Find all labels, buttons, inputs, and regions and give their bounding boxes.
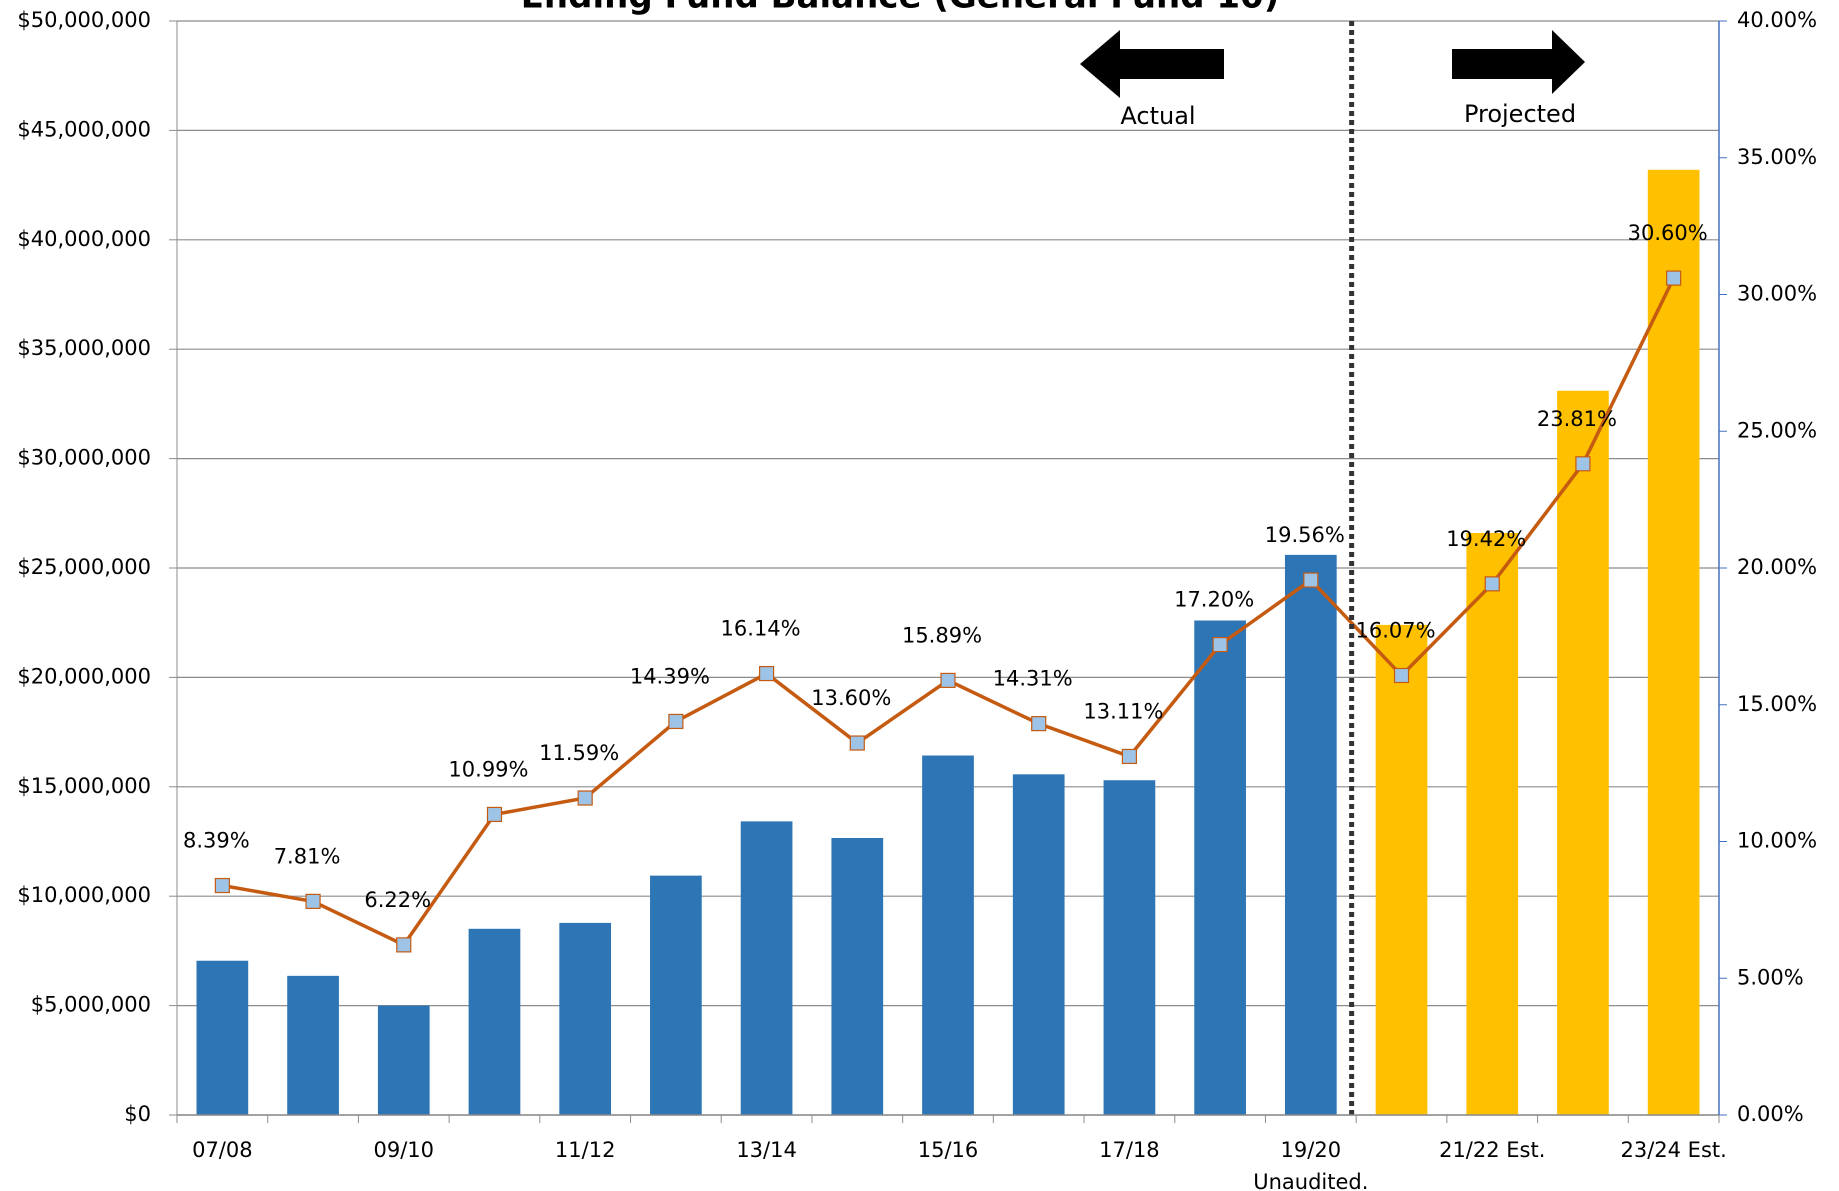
y-tick-label: $20,000,000 — [17, 664, 151, 688]
data-label: 19.42% — [1446, 527, 1526, 551]
marker — [396, 937, 412, 953]
annotation: Actual — [1120, 102, 1195, 130]
data-label: 13.60% — [811, 686, 891, 710]
marker — [940, 672, 956, 689]
data-label: 7.81% — [274, 844, 341, 868]
y2-tick-label: 0.00% — [1737, 1102, 1804, 1126]
y-tick-label: $10,000,000 — [17, 883, 151, 907]
marker — [1031, 716, 1047, 732]
marker — [305, 893, 321, 909]
data-label: 14.31% — [993, 667, 1073, 691]
x-tick-label: 11/12 — [555, 1138, 616, 1162]
y2-tick-label: 25.00% — [1737, 418, 1817, 442]
bar — [287, 975, 339, 1115]
marker — [1575, 456, 1591, 472]
left-arrow — [1080, 30, 1224, 98]
data-label: 30.60% — [1628, 221, 1708, 245]
bar — [1284, 554, 1337, 1115]
marker — [1303, 572, 1319, 588]
y2-tick-label: 30.00% — [1737, 282, 1817, 306]
y-tick-label: $40,000,000 — [17, 227, 151, 251]
bar — [1194, 620, 1246, 1115]
bar — [468, 928, 521, 1115]
data-label: 19.56% — [1265, 523, 1345, 547]
x-tick-label: 17/18 — [1099, 1138, 1160, 1162]
marker — [577, 790, 593, 806]
bar — [1557, 390, 1609, 1116]
data-label: 6.22% — [364, 888, 431, 912]
x-tick-label: 15/16 — [918, 1138, 979, 1162]
y-tick-label: $15,000,000 — [17, 774, 151, 798]
bar — [740, 821, 793, 1115]
y-tick-label: $30,000,000 — [17, 446, 151, 470]
marker — [1393, 667, 1410, 684]
data-label: 11.59% — [539, 741, 619, 765]
bar — [377, 1005, 430, 1115]
x-tick-label: 13/14 — [736, 1138, 797, 1162]
marker — [1121, 748, 1138, 765]
bar — [1466, 532, 1519, 1115]
y2-tick-label: 5.00% — [1737, 965, 1804, 989]
y-tick-label: $5,000,000 — [31, 993, 151, 1017]
y2-tick-label: 15.00% — [1737, 692, 1817, 716]
bar — [1103, 780, 1156, 1115]
bar — [196, 960, 249, 1115]
marker — [758, 665, 775, 682]
x-tick-label: 09/10 — [373, 1138, 434, 1162]
data-label: 13.11% — [1083, 699, 1163, 723]
data-label: 8.39% — [183, 829, 250, 853]
data-label: 23.81% — [1537, 407, 1617, 431]
y-tick-label: $35,000,000 — [17, 336, 151, 360]
marker — [1212, 636, 1228, 653]
data-label: 10.99% — [448, 757, 528, 781]
y-tick-label: $45,000,000 — [17, 117, 151, 141]
data-label: 16.14% — [721, 617, 801, 641]
y-tick-label: $25,000,000 — [17, 555, 151, 579]
y-tick-label: $0 — [124, 1102, 151, 1126]
x-tick-label: 23/24 Est. — [1620, 1138, 1726, 1162]
right-arrow — [1452, 30, 1585, 94]
bar — [1012, 774, 1065, 1115]
y2-tick-label: 20.00% — [1737, 555, 1817, 579]
bar — [650, 875, 702, 1115]
data-label: 17.20% — [1174, 588, 1254, 612]
y2-tick-label: 40.00% — [1737, 8, 1817, 32]
x-tick-label: 19/20 Unaudited. — [1253, 1138, 1368, 1191]
bar — [559, 922, 612, 1115]
marker — [486, 806, 503, 823]
x-tick-label: 21/22 Est. — [1439, 1138, 1545, 1162]
marker — [849, 735, 865, 751]
chart-title: Ending Fund Balance (General Fund 10) — [521, 0, 1280, 17]
bar — [1375, 624, 1428, 1115]
marker — [214, 877, 230, 894]
data-label: 14.39% — [630, 664, 710, 688]
x-tick-label: 07/08 — [192, 1138, 253, 1162]
annotation: Projected — [1464, 100, 1576, 128]
bar — [831, 837, 884, 1115]
y2-tick-label: 10.00% — [1737, 829, 1817, 853]
bar — [1647, 169, 1700, 1115]
marker — [668, 713, 684, 730]
data-label: 16.07% — [1355, 618, 1435, 642]
y-tick-label: $50,000,000 — [17, 8, 151, 32]
data-label: 15.89% — [902, 623, 982, 647]
marker — [1666, 270, 1682, 286]
marker — [1484, 576, 1500, 592]
y2-tick-label: 35.00% — [1737, 145, 1817, 169]
bar — [922, 755, 974, 1115]
